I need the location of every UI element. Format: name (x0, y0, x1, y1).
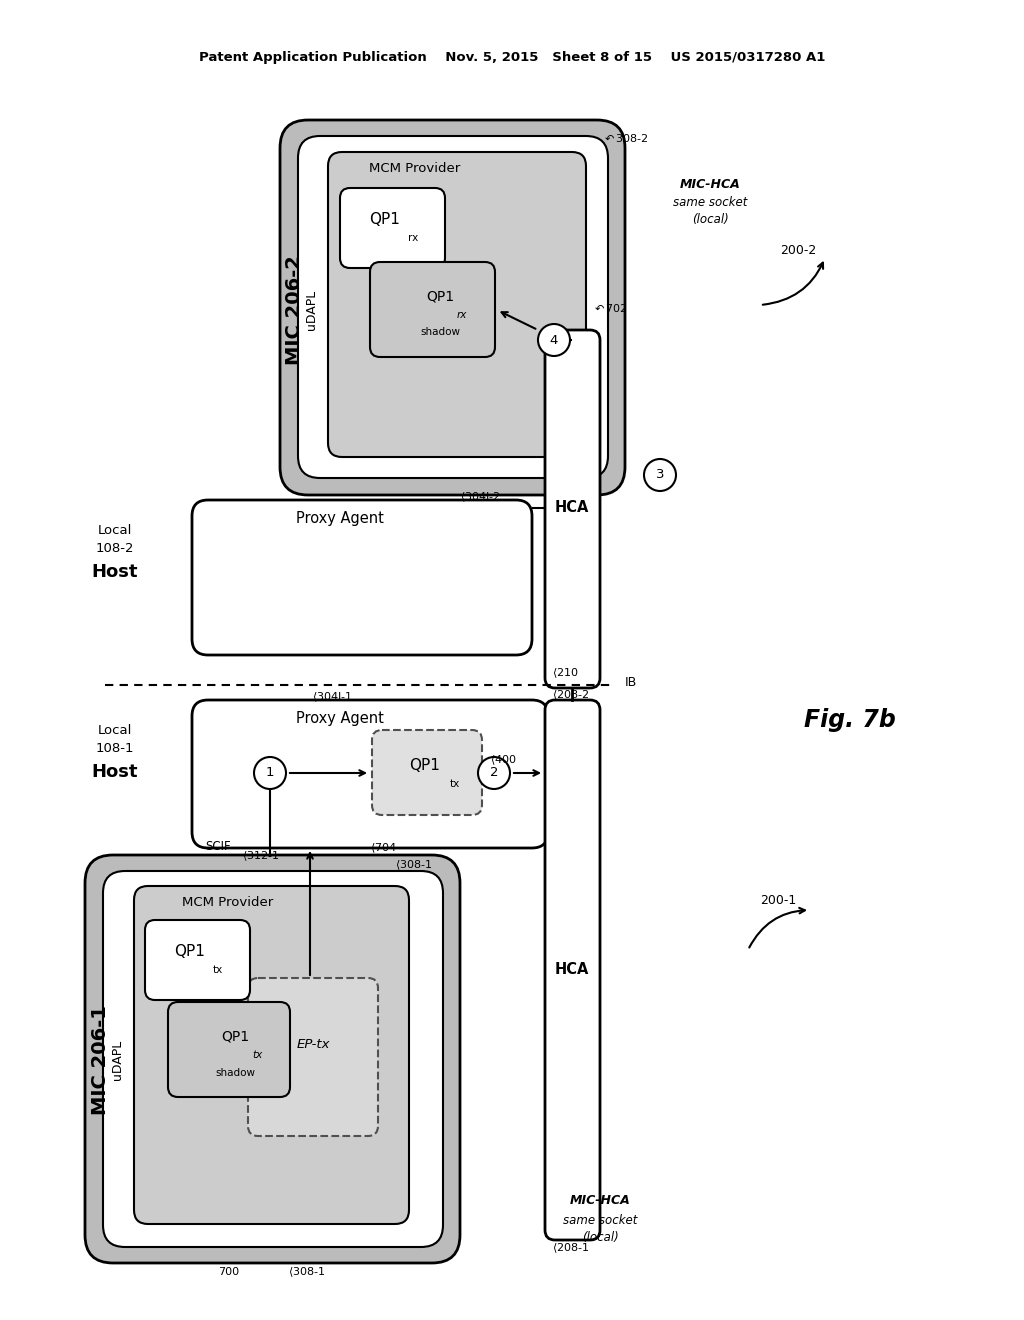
FancyBboxPatch shape (168, 1002, 290, 1097)
Text: QP1: QP1 (174, 945, 206, 960)
Text: $\langle$304I-1: $\langle$304I-1 (312, 690, 353, 704)
Text: rx: rx (457, 310, 467, 319)
FancyBboxPatch shape (280, 120, 625, 495)
Text: 200-2: 200-2 (780, 243, 816, 256)
Text: Proxy Agent: Proxy Agent (296, 511, 384, 525)
Text: $\curvearrowleft$308-2: $\curvearrowleft$308-2 (602, 132, 649, 144)
Text: MCM Provider: MCM Provider (370, 161, 461, 174)
Text: Host: Host (92, 763, 138, 781)
FancyBboxPatch shape (193, 500, 532, 655)
Text: tx: tx (450, 779, 460, 789)
Text: QP1: QP1 (370, 213, 400, 227)
Text: Proxy Agent: Proxy Agent (296, 710, 384, 726)
Text: $\langle$304I-2: $\langle$304I-2 (460, 490, 501, 504)
Text: shadow: shadow (215, 1068, 255, 1078)
Text: 200-1: 200-1 (760, 894, 797, 907)
Text: 2: 2 (489, 767, 499, 780)
FancyBboxPatch shape (193, 700, 548, 847)
Text: $\langle$210: $\langle$210 (552, 667, 579, 680)
Text: Local: Local (98, 524, 132, 536)
Text: $\langle$208-2: $\langle$208-2 (552, 688, 590, 702)
Text: MIC 206-1: MIC 206-1 (90, 1005, 110, 1115)
Text: uDAPL: uDAPL (112, 1040, 125, 1080)
Text: $\curvearrowleft$702: $\curvearrowleft$702 (592, 302, 628, 314)
Text: (local): (local) (582, 1232, 618, 1245)
Circle shape (538, 323, 570, 356)
Text: 108-1: 108-1 (96, 742, 134, 755)
FancyBboxPatch shape (248, 978, 378, 1137)
FancyBboxPatch shape (134, 886, 409, 1224)
Text: tx: tx (213, 965, 223, 975)
Text: HCA: HCA (555, 962, 589, 978)
Text: EP-tx: EP-tx (296, 1039, 330, 1052)
FancyBboxPatch shape (545, 330, 600, 688)
Text: HCA: HCA (555, 500, 589, 516)
Text: shadow: shadow (420, 327, 460, 337)
FancyBboxPatch shape (370, 261, 495, 356)
Text: (local): (local) (691, 214, 728, 227)
FancyBboxPatch shape (340, 187, 445, 268)
Text: SCIF: SCIF (205, 841, 230, 854)
Text: same socket: same socket (673, 197, 748, 210)
Text: IB: IB (625, 676, 637, 689)
Text: uDAPL: uDAPL (305, 290, 318, 330)
Text: $\langle$308-1: $\langle$308-1 (395, 858, 432, 871)
Text: QP1: QP1 (221, 1030, 249, 1044)
Text: 4: 4 (550, 334, 558, 346)
FancyBboxPatch shape (298, 136, 608, 478)
Text: 3: 3 (655, 469, 665, 482)
Text: $\langle$208-1: $\langle$208-1 (552, 1241, 590, 1255)
Text: MIC-HCA: MIC-HCA (680, 178, 740, 191)
Text: 108-2: 108-2 (96, 541, 134, 554)
Text: $\langle$308-1: $\langle$308-1 (288, 1265, 326, 1279)
FancyBboxPatch shape (372, 730, 482, 814)
Text: QP1: QP1 (410, 758, 440, 772)
FancyBboxPatch shape (145, 920, 250, 1001)
Text: rx: rx (408, 234, 418, 243)
Text: tx: tx (252, 1049, 262, 1060)
Text: MCM Provider: MCM Provider (182, 895, 273, 908)
Circle shape (254, 756, 286, 789)
FancyBboxPatch shape (103, 871, 443, 1247)
Text: Host: Host (92, 564, 138, 581)
Text: 700: 700 (218, 1267, 240, 1276)
Text: $\langle$312-1: $\langle$312-1 (242, 849, 280, 863)
Text: $\langle$704: $\langle$704 (370, 841, 397, 855)
Text: Fig. 7b: Fig. 7b (804, 708, 896, 733)
Text: same socket: same socket (563, 1213, 637, 1226)
Text: MIC 206-2: MIC 206-2 (285, 255, 303, 364)
Circle shape (478, 756, 510, 789)
Text: MIC-HCA: MIC-HCA (569, 1193, 631, 1206)
Text: $\langle$400: $\langle$400 (490, 754, 517, 767)
Text: QP1: QP1 (426, 289, 454, 304)
Circle shape (644, 459, 676, 491)
Text: 1: 1 (266, 767, 274, 780)
FancyBboxPatch shape (545, 700, 600, 1239)
FancyBboxPatch shape (328, 152, 586, 457)
FancyBboxPatch shape (85, 855, 460, 1263)
Text: Local: Local (98, 723, 132, 737)
Text: Patent Application Publication    Nov. 5, 2015   Sheet 8 of 15    US 2015/031728: Patent Application Publication Nov. 5, 2… (199, 51, 825, 65)
